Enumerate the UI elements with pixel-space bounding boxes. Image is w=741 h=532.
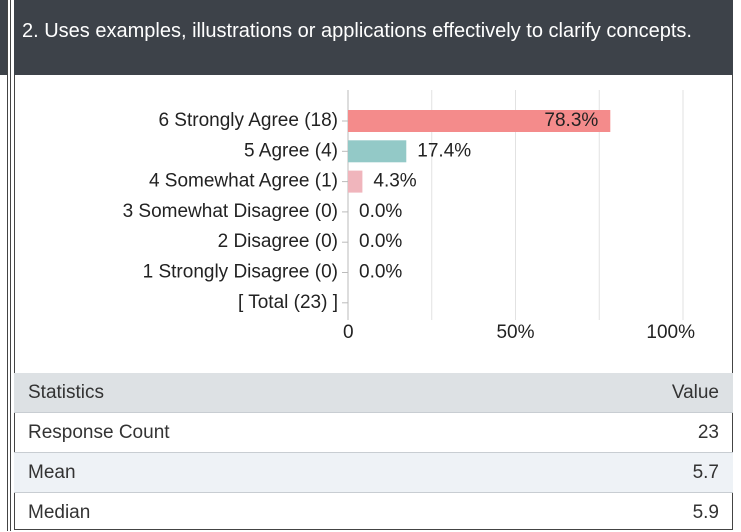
- cell: 5.9: [512, 493, 733, 532]
- value-label: 4.3%: [373, 171, 416, 192]
- category-label: [ Total (23) ]: [238, 292, 338, 313]
- x-tick-label: 50%: [496, 322, 534, 343]
- bar: [348, 140, 406, 162]
- cell: Mean: [14, 453, 512, 493]
- category-label: 4 Somewhat Agree (1): [149, 171, 338, 192]
- category-label: 6 Strongly Agree (18): [158, 110, 338, 131]
- category-label: 2 Disagree (0): [218, 231, 338, 252]
- cell: 5.7: [512, 453, 733, 493]
- question-title: 2. Uses examples, illustrations or appli…: [14, 0, 733, 75]
- column-header: Value: [512, 373, 733, 413]
- table-row: Mean 5.7: [14, 453, 733, 493]
- bar: [348, 171, 362, 193]
- cell: 23: [512, 413, 733, 453]
- category-label: 3 Somewhat Disagree (0): [123, 201, 338, 222]
- value-label: 0.0%: [359, 262, 402, 283]
- value-label: 0.0%: [359, 231, 402, 252]
- x-tick-label: 0: [343, 322, 354, 343]
- table-row: Median 5.9: [14, 493, 733, 532]
- chart: 0 50% 100% 6 Strongly Agree (18) 78.3% 5 Agre…: [14, 75, 733, 373]
- frame: [0, 0, 8, 531]
- x-tick-label: 100%: [646, 322, 695, 343]
- table-row: Response Count 23: [14, 413, 733, 453]
- value-label: 17.4%: [417, 140, 471, 161]
- value-label: 0.0%: [359, 201, 402, 222]
- cell: Median: [14, 493, 512, 532]
- table-header: Statistics Value: [14, 373, 733, 413]
- column-header: Statistics: [14, 373, 512, 413]
- frame: [0, 0, 7, 75]
- category-label: 1 Strongly Disagree (0): [143, 262, 338, 283]
- stats-table: Statistics Value Response Count 23 Mean …: [14, 373, 733, 532]
- category-label: 5 Agree (4): [244, 140, 338, 161]
- cell: Response Count: [14, 413, 512, 453]
- frame: [10, 0, 11, 531]
- value-label: 78.3%: [544, 110, 598, 131]
